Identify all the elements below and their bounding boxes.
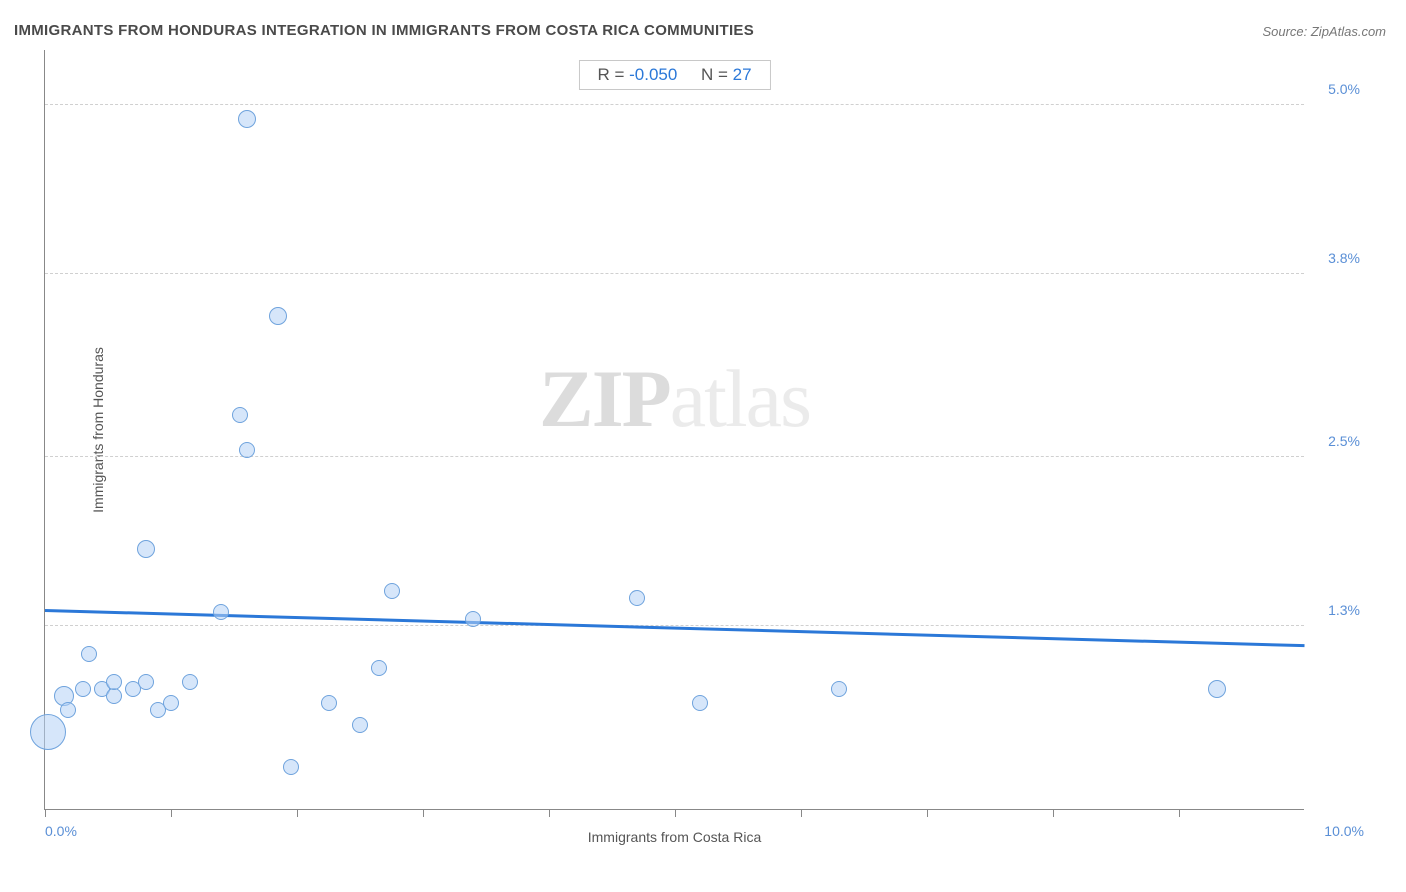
data-point [138,674,154,690]
x-tick [549,809,550,817]
data-point [232,407,248,423]
source-credit: Source: ZipAtlas.com [1262,24,1386,39]
data-point [283,759,299,775]
x-tick [675,809,676,817]
y-tick-label: 1.3% [1328,602,1360,618]
trendline [45,609,1305,647]
gridline [45,104,1304,105]
x-tick [45,809,46,817]
x-tick [423,809,424,817]
r-value: -0.050 [629,65,677,84]
data-point [182,674,198,690]
y-tick-label: 3.8% [1328,250,1360,266]
x-tick [1053,809,1054,817]
x-tick [927,809,928,817]
x-tick [171,809,172,817]
data-point [106,688,122,704]
data-point [384,583,400,599]
data-point [352,717,368,733]
x-tick [801,809,802,817]
gridline [45,456,1304,457]
data-point [1208,680,1226,698]
y-axis-label: Immigrants from Honduras [90,347,106,513]
r-label: R = [597,65,629,84]
watermark-bold: ZIP [539,353,670,444]
data-point [163,695,179,711]
scatter-plot: ZIPatlas R = -0.050 N = 27 Immigrants fr… [44,50,1304,810]
y-tick-label: 5.0% [1328,81,1360,97]
data-point [81,646,97,662]
chart-title: IMMIGRANTS FROM HONDURAS INTEGRATION IN … [14,22,754,39]
data-point [831,681,847,697]
data-point [213,604,229,620]
x-max-label: 10.0% [1324,823,1364,839]
data-point [75,681,91,697]
data-point [60,702,76,718]
chart-area: ZIPatlas R = -0.050 N = 27 Immigrants fr… [44,50,1384,830]
y-tick-label: 2.5% [1328,433,1360,449]
x-axis-label: Immigrants from Costa Rica [588,829,761,845]
data-point [137,540,155,558]
data-point [321,695,337,711]
data-point [238,110,256,128]
data-point [692,695,708,711]
watermark: ZIPatlas [539,352,810,446]
data-point [106,674,122,690]
watermark-light: atlas [670,353,810,444]
n-value: 27 [733,65,752,84]
x-tick [1179,809,1180,817]
data-point [239,442,255,458]
x-tick [297,809,298,817]
data-point [371,660,387,676]
stats-box: R = -0.050 N = 27 [578,60,770,90]
x-min-label: 0.0% [45,823,77,839]
data-point [629,590,645,606]
gridline [45,273,1304,274]
data-point [465,611,481,627]
n-label: N = [701,65,733,84]
data-point [30,714,66,750]
data-point [269,307,287,325]
